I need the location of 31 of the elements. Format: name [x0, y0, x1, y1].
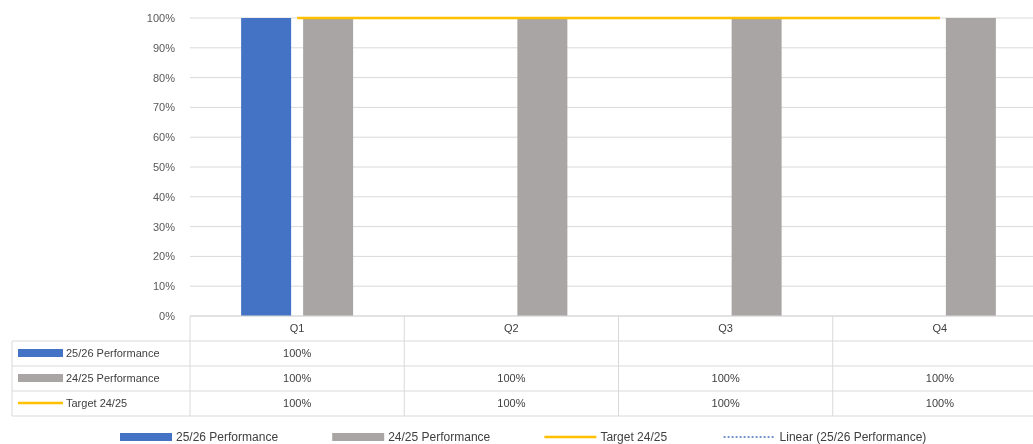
- y-tick-label: 100%: [146, 12, 176, 24]
- data-label: 100%: [283, 347, 312, 359]
- legend-label: Linear (25/26 Performance): [779, 430, 927, 444]
- legend-label: 24/25 Performance: [388, 430, 491, 444]
- data-label: 100%: [925, 372, 955, 384]
- y-tick-label: 80%: [152, 71, 176, 84]
- y-tick-label: 30%: [152, 220, 176, 233]
- x-tick-label: Q4: [932, 322, 948, 334]
- x-tick-label: Q1: [289, 322, 305, 334]
- y-tick-label: 60%: [152, 131, 176, 144]
- x-tick-label: Q2: [504, 322, 519, 334]
- x-tick-label: Q3: [718, 322, 733, 334]
- legend-label: Target 24/25: [600, 430, 668, 444]
- y-tick-label: 90%: [152, 41, 176, 54]
- data-label: 100%: [711, 397, 740, 409]
- data-label: 100%: [711, 372, 740, 384]
- data-label: 100%: [283, 397, 312, 409]
- data-label: 100%: [497, 372, 526, 384]
- y-tick-label: 20%: [152, 250, 176, 263]
- y-tick-label: 70%: [152, 101, 176, 114]
- data-label: 100%: [283, 372, 312, 384]
- y-tick-label: 0%: [159, 310, 176, 322]
- text: 24/25 Performance: [66, 372, 160, 384]
- y-tick-label: 50%: [152, 161, 176, 173]
- text: Target 24/25: [66, 397, 128, 409]
- data-label: 100%: [497, 397, 526, 409]
- y-tick-label: 40%: [152, 190, 176, 203]
- legend-label: 25/26 Performance: [66, 347, 160, 359]
- data-label: 100%: [925, 397, 955, 409]
- text: 25/26 Performance: [176, 430, 279, 444]
- y-tick-label: 10%: [152, 280, 176, 293]
